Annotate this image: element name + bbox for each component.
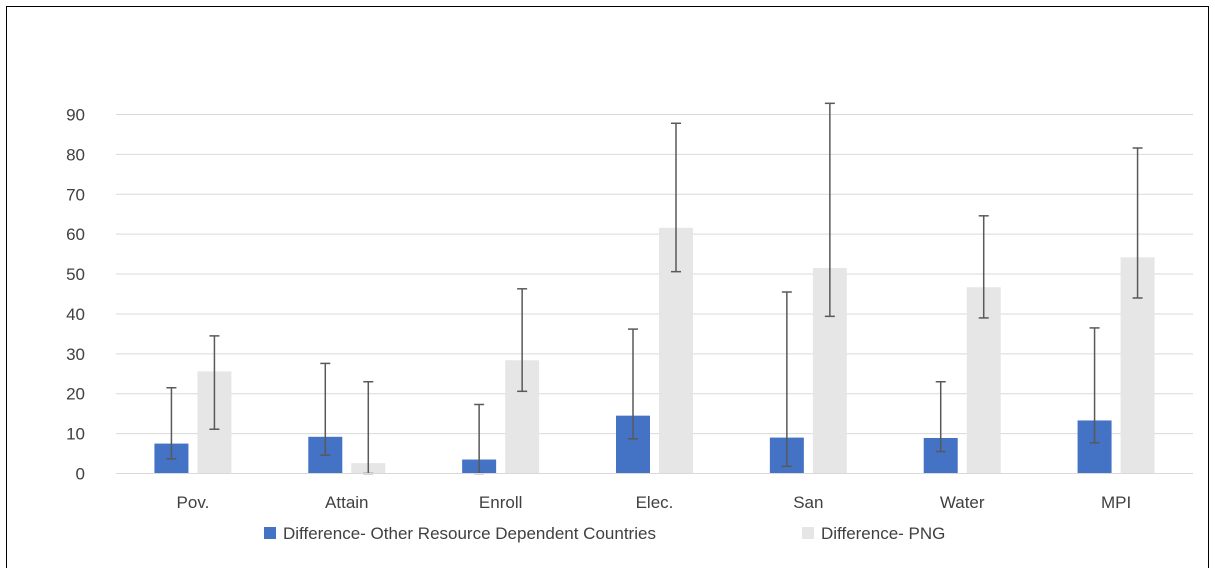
error-bars <box>166 102 1143 475</box>
x-axis-tick-labels: Pov. Attain Enroll Elec. San Water MPI <box>177 493 1132 512</box>
y-tick-label: 10 <box>66 425 85 444</box>
error-bar <box>166 386 177 460</box>
x-tick-label: Enroll <box>479 493 522 512</box>
legend-swatch <box>802 527 814 539</box>
error-bar <box>628 328 638 440</box>
bars <box>154 227 1155 474</box>
x-tick-label: Elec. <box>636 493 674 512</box>
legend-item-png: Difference- PNG <box>802 524 945 543</box>
y-tick-label: 20 <box>66 385 85 404</box>
legend-label: Difference- PNG <box>821 524 945 543</box>
x-tick-label: MPI <box>1101 493 1131 512</box>
y-tick-label: 0 <box>76 465 85 484</box>
error-bar <box>1132 147 1143 299</box>
error-bar <box>671 122 681 273</box>
error-bar <box>781 291 792 468</box>
y-tick-label: 90 <box>66 106 85 125</box>
y-tick-label: 80 <box>66 145 85 164</box>
error-bar <box>363 381 374 475</box>
legend-label: Difference- Other Resource Dependent Cou… <box>283 524 656 543</box>
error-bar <box>1089 327 1100 444</box>
error-bar <box>978 215 989 319</box>
y-tick-label: 30 <box>66 345 85 364</box>
error-bar <box>320 362 331 456</box>
x-tick-label: Pov. <box>177 493 210 512</box>
y-tick-label: 70 <box>66 185 85 204</box>
chart-frame <box>6 6 1209 568</box>
x-tick-label: Attain <box>325 493 368 512</box>
legend-swatch <box>264 527 276 539</box>
y-tick-label: 40 <box>66 305 85 324</box>
legend-item-other-countries: Difference- Other Resource Dependent Cou… <box>264 524 656 543</box>
x-tick-label: Water <box>940 493 985 512</box>
y-tick-label: 50 <box>66 265 85 284</box>
legend: Difference- Other Resource Dependent Cou… <box>264 524 945 543</box>
error-bar <box>209 335 220 430</box>
x-tick-label: San <box>793 493 823 512</box>
error-bar <box>517 288 528 393</box>
gridlines <box>116 114 1193 435</box>
error-bar <box>824 102 835 318</box>
y-tick-label: 60 <box>66 225 85 244</box>
error-bar <box>935 381 946 453</box>
y-axis-tick-labels: 0 10 20 30 40 50 60 70 80 90 <box>66 106 85 484</box>
